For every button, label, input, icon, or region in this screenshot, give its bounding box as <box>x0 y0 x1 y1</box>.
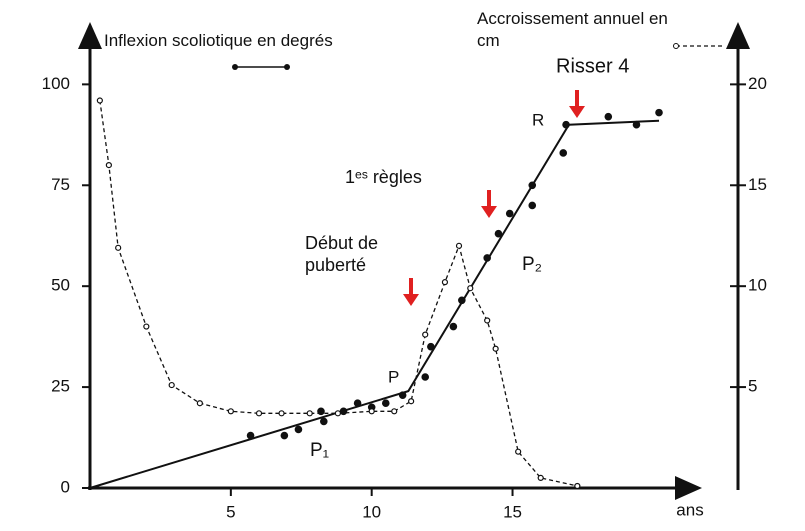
point <box>278 410 285 417</box>
point <box>441 279 449 286</box>
y2-tick-label: 20 <box>748 74 767 93</box>
y-tick-label: 0 <box>61 477 70 496</box>
legend-marker <box>673 43 679 49</box>
arrow <box>403 278 419 306</box>
arrow <box>569 90 585 118</box>
annotation: P <box>388 367 399 386</box>
point <box>196 400 203 407</box>
x-axis-label: ans <box>676 500 703 519</box>
point <box>143 323 150 330</box>
y2-tick-label: 10 <box>748 276 767 295</box>
point <box>227 408 234 415</box>
point <box>334 410 341 417</box>
arrows <box>403 90 585 306</box>
y-tick-label: 75 <box>51 175 70 194</box>
y2-tick-label: 5 <box>748 377 757 396</box>
point <box>115 244 122 251</box>
annotation: P₁ <box>310 440 329 461</box>
point <box>391 408 398 415</box>
point <box>427 342 435 351</box>
point <box>537 474 544 482</box>
point <box>604 112 613 121</box>
point <box>294 425 303 434</box>
point <box>505 209 514 218</box>
x-tick-label: 10 <box>362 502 381 521</box>
point <box>483 254 491 262</box>
point <box>449 322 458 331</box>
annotation: Risser 4 <box>556 55 629 77</box>
point <box>528 181 537 190</box>
arrow <box>481 190 497 218</box>
point <box>105 161 112 169</box>
annotation: P₂ <box>522 254 542 275</box>
point <box>562 120 570 129</box>
point <box>655 108 663 117</box>
y-tick-label: 50 <box>51 276 70 295</box>
point <box>306 410 313 417</box>
point <box>398 391 407 399</box>
point <box>492 345 499 352</box>
legend-marker <box>232 64 238 70</box>
x-tick-label: 15 <box>503 502 522 521</box>
point <box>559 149 568 157</box>
point <box>255 410 263 417</box>
point <box>458 296 466 305</box>
point <box>168 381 175 389</box>
point <box>632 120 641 129</box>
y-tick-label: 25 <box>51 377 70 396</box>
point <box>421 373 430 381</box>
point <box>574 482 581 490</box>
point <box>408 398 415 405</box>
legend-label: Accroissement annuel en cm <box>477 9 668 50</box>
y2-tick-label: 15 <box>748 175 767 194</box>
point <box>320 417 328 426</box>
point <box>96 97 103 104</box>
legend-label: Inflexion scoliotique en degrés <box>104 31 333 50</box>
x-tick-label: 5 <box>226 502 235 521</box>
point <box>246 431 255 440</box>
point <box>280 431 289 440</box>
point <box>455 242 463 249</box>
point <box>484 317 491 324</box>
point <box>353 399 362 408</box>
point <box>467 285 474 292</box>
legend-marker <box>284 64 290 70</box>
point <box>515 448 522 455</box>
point <box>381 399 390 408</box>
point <box>422 331 429 338</box>
y-tick-label: 100 <box>42 74 70 93</box>
annotation: R <box>532 110 544 129</box>
point <box>368 408 375 415</box>
point <box>528 201 537 210</box>
point <box>494 229 503 238</box>
annotation: Début de puberté <box>305 233 379 275</box>
series-line <box>99 100 578 487</box>
annotation: 1ᵉˢ règles <box>345 167 422 187</box>
